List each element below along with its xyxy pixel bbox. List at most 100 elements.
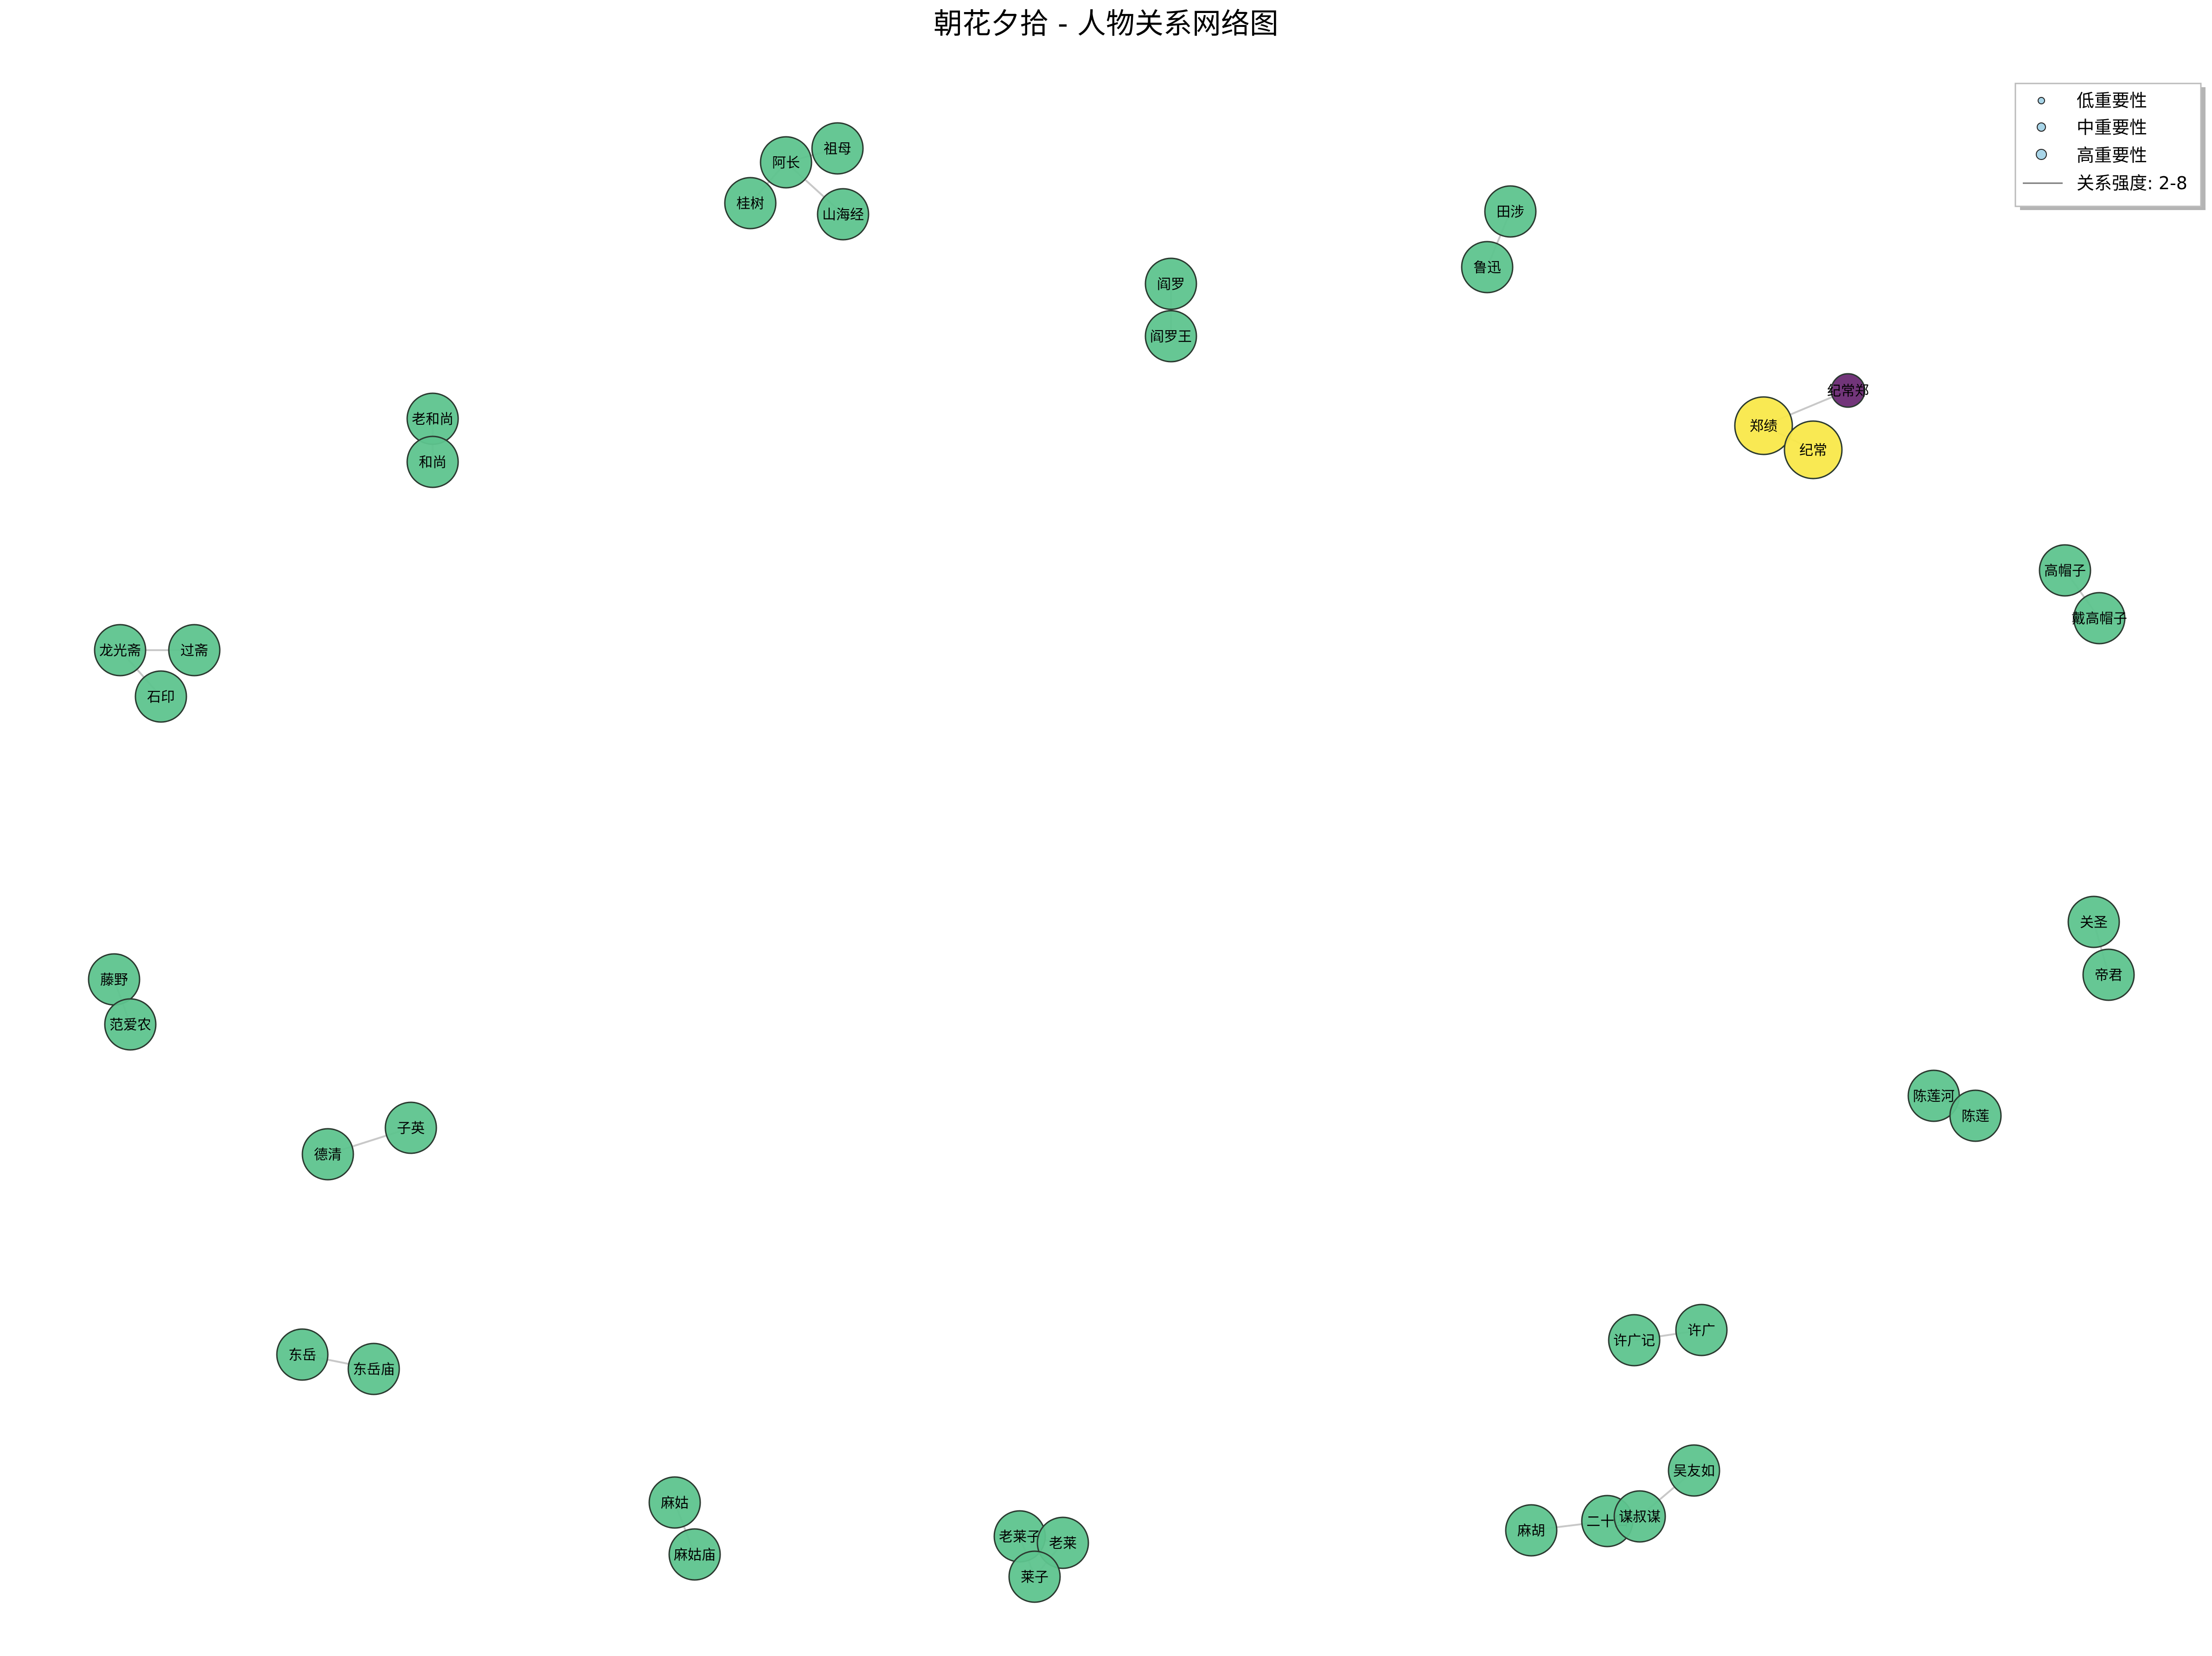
node-label: 阎罗王: [1150, 329, 1192, 345]
node-circle[interactable]: [384, 1101, 437, 1154]
node-label: 麻胡: [1517, 1523, 1545, 1539]
node-tengye[interactable]: 藤野: [88, 953, 141, 1006]
node-circle[interactable]: [168, 624, 221, 677]
node-chenlian[interactable]: 陈莲: [1949, 1089, 2002, 1142]
node-circle[interactable]: [1949, 1089, 2002, 1142]
node-chenlianhe[interactable]: 陈莲河: [1907, 1069, 1960, 1122]
node-circle[interactable]: [1784, 420, 1843, 480]
node-circle[interactable]: [1008, 1550, 1061, 1603]
node-yanluo[interactable]: 阎罗: [1144, 257, 1197, 310]
node-shiyin[interactable]: 石印: [134, 670, 187, 723]
node-label: 田涉: [1496, 204, 1524, 220]
node-label: 谋叔谋: [1619, 1509, 1661, 1525]
node-magumiao[interactable]: 麻姑庙: [668, 1528, 721, 1581]
node-laoheshang[interactable]: 老和尚: [406, 392, 459, 445]
node-xuguangji[interactable]: 许广记: [1608, 1314, 1661, 1367]
chart-title: 朝花夕拾 - 人物关系网络图: [933, 6, 1279, 40]
node-label: 麻姑庙: [674, 1547, 716, 1563]
node-label: 山海经: [822, 207, 864, 223]
node-magu[interactable]: 麻姑: [648, 1476, 701, 1529]
node-circle[interactable]: [104, 998, 157, 1051]
node-circle[interactable]: [1668, 1444, 1720, 1497]
node-guozhai[interactable]: 过斋: [168, 624, 221, 677]
node-tianshe[interactable]: 田涉: [1484, 185, 1537, 238]
node-circle[interactable]: [648, 1476, 701, 1529]
node-label: 戴高帽子: [2071, 611, 2127, 627]
node-dongyue[interactable]: 东岳: [276, 1328, 329, 1381]
node-mahu[interactable]: 麻胡: [1505, 1504, 1558, 1557]
node-gaomaozi[interactable]: 高帽子: [2039, 544, 2091, 597]
node-label: 陈莲: [1962, 1108, 1989, 1125]
node-label: 纪常郑: [1827, 383, 1869, 399]
node-circle[interactable]: [347, 1343, 400, 1395]
node-label: 老莱子: [999, 1529, 1041, 1545]
node-jichangzheng[interactable]: 纪常郑: [1827, 373, 1869, 408]
node-deqing[interactable]: 德清: [301, 1128, 354, 1181]
node-circle[interactable]: [94, 624, 147, 677]
node-circle[interactable]: [817, 188, 869, 241]
node-label: 老莱: [1049, 1535, 1077, 1552]
node-label: 龙光斋: [99, 643, 141, 659]
node-moshumou[interactable]: 谋叔谋: [1613, 1490, 1666, 1543]
node-label: 桂树: [736, 196, 764, 212]
node-zumu[interactable]: 祖母: [811, 122, 864, 175]
node-circle[interactable]: [2082, 948, 2135, 1001]
node-longguangzhai[interactable]: 龙光斋: [94, 624, 147, 677]
node-guansheng[interactable]: 关圣: [2067, 895, 2120, 948]
node-circle[interactable]: [1144, 310, 1197, 363]
node-label: 和尚: [419, 454, 447, 471]
node-circle[interactable]: [276, 1328, 329, 1381]
node-circle[interactable]: [301, 1128, 354, 1181]
node-label: 老和尚: [412, 411, 454, 428]
node-circle[interactable]: [2067, 895, 2120, 948]
node-yanluowang[interactable]: 阎罗王: [1144, 310, 1197, 363]
node-circle[interactable]: [406, 435, 459, 488]
node-luxun[interactable]: 鲁迅: [1461, 241, 1514, 294]
node-circle[interactable]: [1505, 1504, 1558, 1557]
node-circle[interactable]: [2073, 592, 2126, 645]
legend-box: [2014, 83, 2202, 207]
node-label: 鲁迅: [1473, 260, 1501, 276]
node-circle[interactable]: [1484, 185, 1537, 238]
node-circle[interactable]: [1461, 241, 1514, 294]
node-laolaizi[interactable]: 老莱子: [993, 1510, 1046, 1563]
node-circle[interactable]: [134, 670, 187, 723]
node-laolai[interactable]: 老莱: [1036, 1516, 1089, 1569]
node-circle[interactable]: [1613, 1490, 1666, 1543]
node-fanainong[interactable]: 范爱农: [104, 998, 157, 1051]
node-label: 莱子: [1021, 1569, 1048, 1586]
node-circle[interactable]: [724, 177, 777, 230]
node-label: 许广: [1688, 1323, 1715, 1339]
legend-label-low: 低重要性: [2077, 90, 2147, 111]
node-circle[interactable]: [1608, 1314, 1661, 1367]
node-label: 东岳庙: [353, 1362, 395, 1378]
node-circle[interactable]: [1675, 1304, 1728, 1356]
node-circle[interactable]: [811, 122, 864, 175]
legend-label-strength: 关系强度: 2-8: [2077, 173, 2187, 193]
node-label: 范爱农: [109, 1017, 151, 1033]
node-circle[interactable]: [760, 136, 812, 189]
node-shanhaijing[interactable]: 山海经: [817, 188, 869, 241]
node-circle[interactable]: [2039, 544, 2091, 597]
node-circle[interactable]: [1144, 257, 1197, 310]
node-dijun[interactable]: 帝君: [2082, 948, 2135, 1001]
node-circle[interactable]: [1036, 1516, 1089, 1569]
node-zhengji[interactable]: 郑绩: [1734, 396, 1793, 455]
node-azhang[interactable]: 阿长: [760, 136, 812, 189]
node-circle[interactable]: [1830, 373, 1866, 408]
node-laizi[interactable]: 莱子: [1008, 1550, 1061, 1603]
node-wuyouru[interactable]: 吴友如: [1668, 1444, 1720, 1497]
node-circle[interactable]: [668, 1528, 721, 1581]
node-heshang[interactable]: 和尚: [406, 435, 459, 488]
node-ziying[interactable]: 子英: [384, 1101, 437, 1154]
node-circle[interactable]: [1734, 396, 1793, 455]
node-label: 石印: [147, 689, 175, 705]
node-xuguang[interactable]: 许广: [1675, 1304, 1728, 1356]
node-guishu[interactable]: 桂树: [724, 177, 777, 230]
node-label: 阿长: [772, 155, 800, 171]
node-daigaomaozi[interactable]: 戴高帽子: [2071, 592, 2127, 645]
node-jichang[interactable]: 纪常: [1784, 420, 1843, 480]
node-dongyuemiao[interactable]: 东岳庙: [347, 1343, 400, 1395]
